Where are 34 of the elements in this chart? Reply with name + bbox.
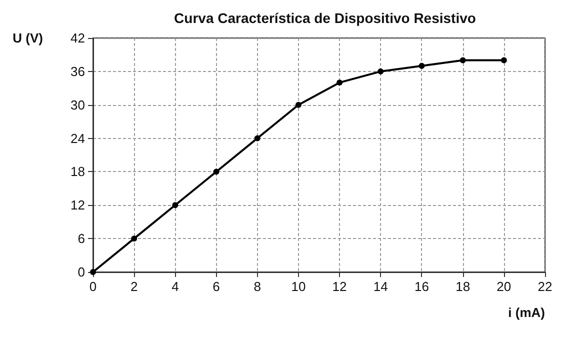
y-tick-label: 36	[70, 64, 85, 79]
point	[90, 269, 96, 275]
point	[254, 135, 260, 142]
x-tick-label: 14	[373, 279, 388, 294]
y-tick-label: 6	[78, 231, 85, 246]
point	[460, 57, 466, 64]
x-tick-label: 20	[496, 279, 512, 294]
x-tick-label: 18	[456, 279, 470, 294]
y-axis-title: U (V)	[12, 30, 43, 46]
x-tick-label: 22	[538, 279, 552, 294]
x-tick-label: 12	[332, 279, 347, 294]
x-tick-label: 16	[414, 279, 429, 294]
point	[336, 80, 343, 86]
point	[500, 57, 507, 64]
chart-title: Curva Característica de Dispositivo Resistivo	[174, 10, 476, 26]
y-tick-label: 0	[78, 264, 85, 280]
point	[418, 62, 425, 69]
x-tick-label: 6	[212, 279, 220, 294]
y-tick-label: 42	[70, 30, 85, 46]
point	[295, 102, 302, 108]
y-tick-label: 24	[70, 130, 85, 146]
point	[378, 68, 384, 74]
point	[213, 168, 220, 175]
x-tick-label: 4	[172, 279, 179, 294]
x-tick-label: 8	[254, 279, 261, 294]
y-tick-label: 30	[70, 97, 85, 112]
x-axis-title: i (mA)	[508, 305, 545, 320]
y-tick-label: 18	[70, 164, 85, 180]
x-tick-label: 10	[291, 279, 306, 294]
point	[131, 236, 138, 242]
x-tick-label: 2	[130, 279, 138, 294]
x-tick-label: 0	[89, 279, 97, 294]
y-tick-label: 12	[70, 198, 85, 213]
point	[172, 202, 178, 208]
